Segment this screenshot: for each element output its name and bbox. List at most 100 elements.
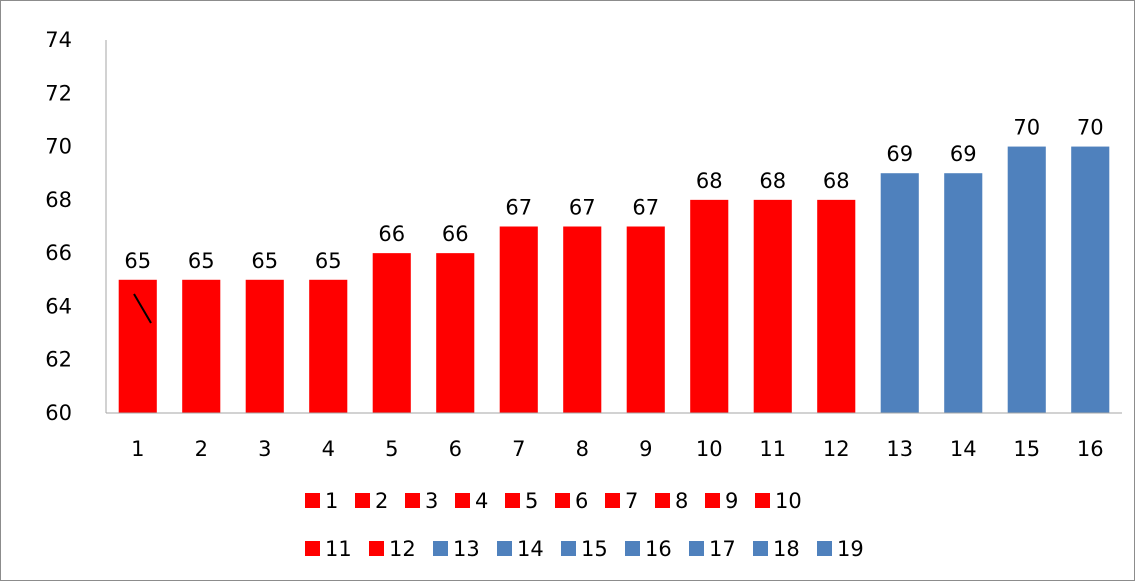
legend-label: 15 [581,537,608,561]
bar [563,226,602,413]
legend-swatch [455,493,470,508]
bar [309,279,348,413]
data-label: 65 [124,249,151,273]
legend-swatch [405,493,420,508]
legend-swatch [817,541,832,556]
x-tick-label: 10 [696,437,723,461]
legend-label: 10 [775,489,802,513]
x-tick-label: 6 [449,437,462,461]
y-tick-label: 60 [45,401,72,425]
x-tick-label: 16 [1077,437,1104,461]
legend-label: 17 [709,537,736,561]
y-tick-label: 68 [45,188,72,212]
legend-swatch [753,541,768,556]
legend-swatch [655,493,670,508]
bar [182,279,221,413]
bar [753,199,792,413]
legend-swatch [355,493,370,508]
legend-label: 4 [475,489,488,513]
y-tick-label: 72 [45,81,72,105]
legend-swatch [433,541,448,556]
data-label: 65 [251,249,278,273]
bar [817,199,856,413]
x-tick-label: 15 [1013,437,1040,461]
x-tick-label: 7 [512,437,525,461]
y-axis-ticks: 60 62 64 66 68 70 72 74 [45,28,72,425]
legend-swatch [561,541,576,556]
legend-label: 3 [425,489,438,513]
x-tick-label: 14 [950,437,977,461]
x-tick-label: 12 [823,437,850,461]
y-tick-label: 74 [45,28,72,52]
data-label: 67 [505,196,532,220]
x-axis-categories: 1 2 3 4 5 6 7 8 9 10 11 12 13 14 15 16 [131,437,1104,461]
legend-label: 6 [575,489,588,513]
y-tick-label: 66 [45,241,72,265]
x-tick-label: 4 [322,437,335,461]
bar [436,253,475,413]
data-label: 69 [886,142,913,166]
bar [944,173,983,413]
bar [626,226,665,413]
data-label: 67 [632,196,659,220]
data-label: 65 [315,249,342,273]
legend-swatch [705,493,720,508]
legend-swatch [755,493,770,508]
x-tick-label: 8 [576,437,589,461]
data-label: 67 [569,196,596,220]
legend-label: 11 [325,537,352,561]
legend-label: 18 [773,537,800,561]
legend-label: 16 [645,537,672,561]
bar [372,253,411,413]
legend-label: 12 [389,537,416,561]
legend-label: 8 [675,489,688,513]
data-label: 68 [759,169,786,193]
legend-swatch [305,493,320,508]
data-label: 65 [188,249,215,273]
legend-label: 19 [837,537,864,561]
legend-swatch [605,493,620,508]
y-tick-label: 64 [45,294,72,318]
legend-swatch [625,541,640,556]
x-tick-label: 3 [258,437,271,461]
bar [690,199,729,413]
legend-swatch [369,541,384,556]
legend-label: 5 [525,489,538,513]
x-tick-label: 13 [886,437,913,461]
data-label: 66 [378,222,405,246]
legend-label: 1 [325,489,338,513]
legend-label: 14 [517,537,544,561]
data-label: 70 [1013,116,1040,140]
legend-label: 2 [375,489,388,513]
x-tick-label: 2 [195,437,208,461]
legend-swatch [555,493,570,508]
y-tick-label: 70 [45,135,72,159]
legend-swatch [497,541,512,556]
data-label: 68 [696,169,723,193]
data-label: 68 [823,169,850,193]
x-tick-label: 5 [385,437,398,461]
legend-label: 13 [453,537,480,561]
bar [1071,146,1110,414]
x-tick-label: 11 [759,437,786,461]
legend-swatch [505,493,520,508]
axes [105,40,1122,414]
bars [118,146,1110,414]
bar [1007,146,1046,414]
x-tick-label: 9 [639,437,652,461]
bar [499,226,538,413]
legend-label: 9 [725,489,738,513]
data-label: 70 [1077,116,1104,140]
data-label: 69 [950,142,977,166]
annotation-stroke [133,293,152,324]
data-labels: 65 65 65 65 66 66 67 67 67 68 68 68 69 69 70 70 [124,116,1103,273]
data-label: 66 [442,222,469,246]
legend-label: 7 [625,489,638,513]
legend-swatch [305,541,320,556]
bar [880,173,919,413]
x-tick-label: 1 [131,437,144,461]
legend-swatch [689,541,704,556]
bar [245,279,284,413]
